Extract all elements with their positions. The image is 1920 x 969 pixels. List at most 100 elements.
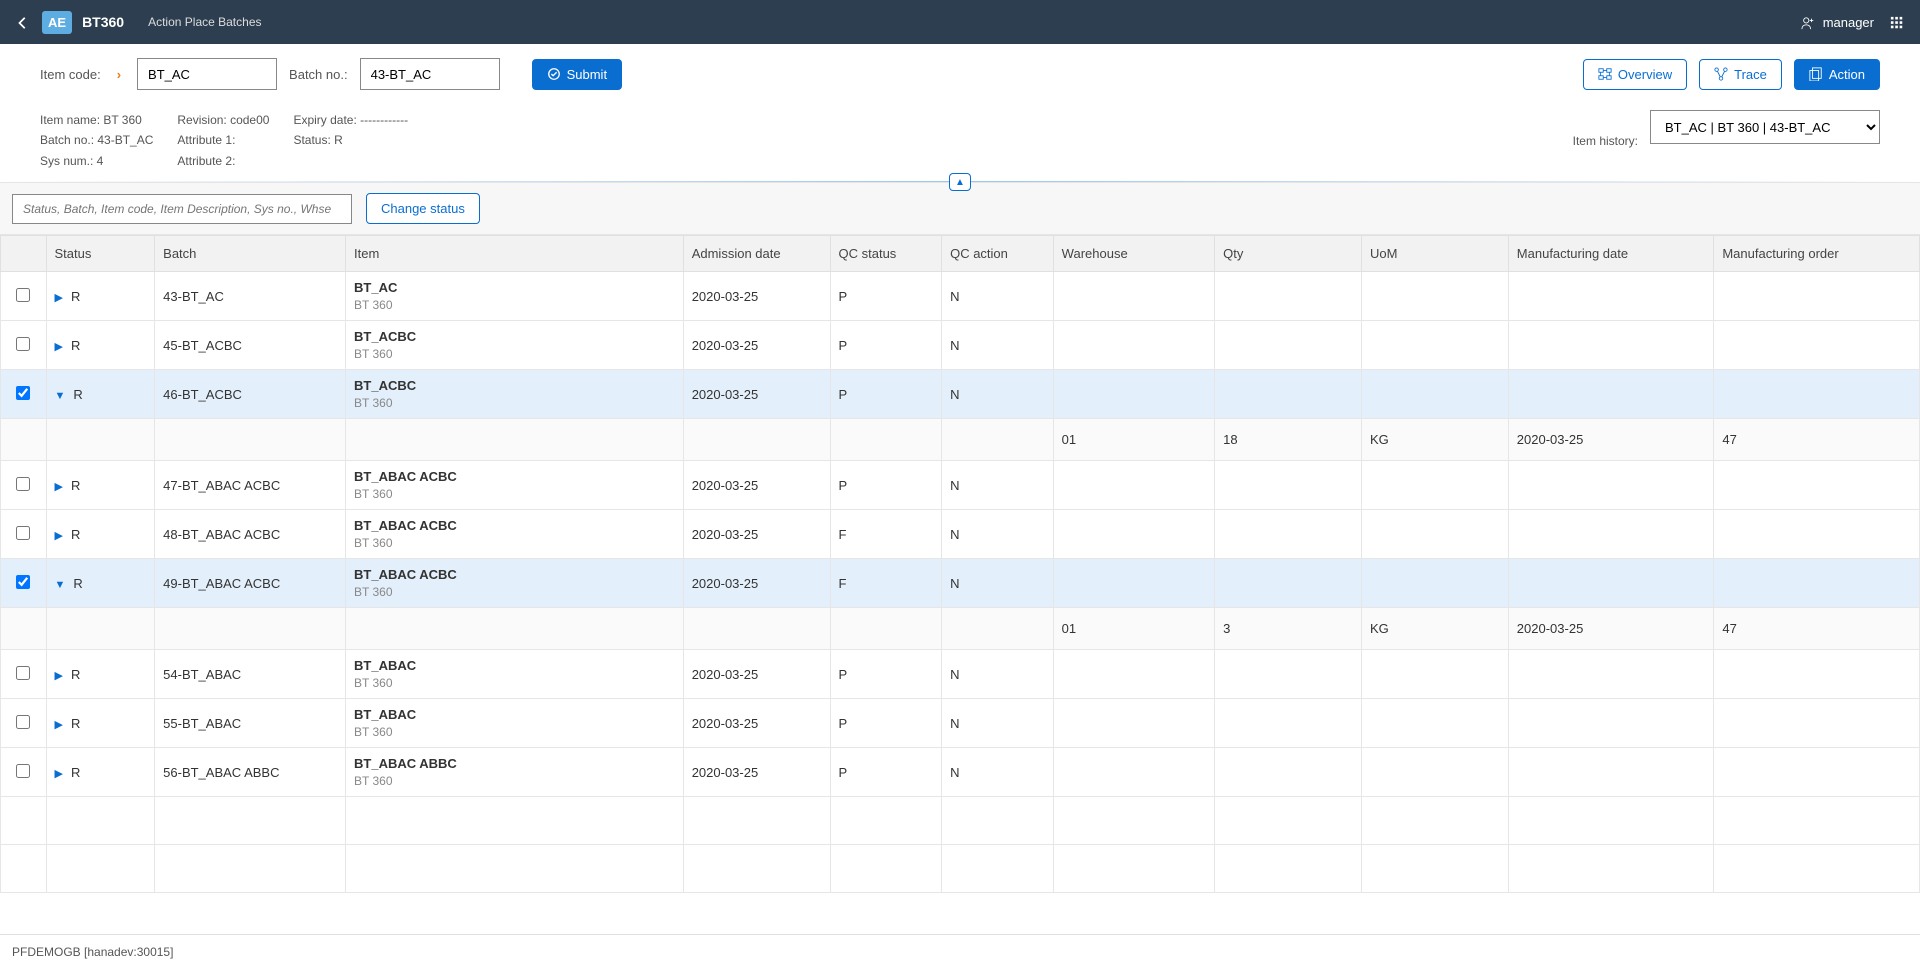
back-icon[interactable] (16, 14, 30, 30)
table-row-empty (1, 797, 1920, 845)
info-item-name: Item name: BT 360 (40, 110, 153, 130)
row-checkbox[interactable] (16, 386, 30, 400)
qc-action: N (942, 370, 1054, 419)
detail-mdate: 2020-03-25 (1508, 419, 1714, 461)
item-name: BT 360 (354, 585, 675, 599)
info-bar: Item name: BT 360 Batch no.: 43-BT_AC Sy… (0, 104, 1920, 181)
topbar: AE BT360 Action Place Batches manager (0, 0, 1920, 44)
footer-status: PFDEMOGB [hanadev:30015] (0, 934, 1920, 969)
item-code: BT_ABAC ACBC (354, 567, 675, 582)
detail-mdate: 2020-03-25 (1508, 608, 1714, 650)
qc-action: N (942, 748, 1054, 797)
row-checkbox[interactable] (16, 666, 30, 680)
status-value: R (73, 576, 82, 591)
info-sys-num: Sys num.: 4 (40, 151, 153, 171)
row-checkbox[interactable] (16, 526, 30, 540)
row-checkbox[interactable] (16, 715, 30, 729)
detail-warehouse: 01 (1053, 419, 1215, 461)
col-qca[interactable]: QC action (942, 236, 1054, 272)
row-checkbox[interactable] (16, 337, 30, 351)
trace-button[interactable]: Trace (1699, 59, 1782, 90)
submit-button[interactable]: Submit (532, 59, 622, 90)
item-name: BT 360 (354, 298, 675, 312)
row-checkbox[interactable] (16, 764, 30, 778)
info-attr1: Attribute 1: (177, 130, 269, 150)
item-name: BT 360 (354, 676, 675, 690)
status-value: R (71, 289, 80, 304)
admission-date: 2020-03-25 (683, 650, 830, 699)
user-name[interactable]: manager (1823, 15, 1874, 30)
batch-value: 47-BT_ABAC ACBC (155, 461, 346, 510)
col-item[interactable]: Item (346, 236, 684, 272)
batch-no-label: Batch no.: (289, 67, 348, 82)
batch-value: 48-BT_ABAC ACBC (155, 510, 346, 559)
detail-uom: KG (1361, 419, 1508, 461)
row-checkbox[interactable] (16, 477, 30, 491)
expand-icon[interactable]: ▼ (55, 579, 66, 591)
expand-icon[interactable]: ▼ (55, 390, 66, 402)
collapse-toggle[interactable]: ▲ (949, 173, 971, 191)
table-row[interactable]: ▶R54-BT_ABACBT_ABACBT 3602020-03-25PN (1, 650, 1920, 699)
expand-icon[interactable]: ▶ (55, 480, 63, 493)
batch-value: 45-BT_ACBC (155, 321, 346, 370)
table-row[interactable]: ▶R48-BT_ABAC ACBCBT_ABAC ACBCBT 3602020-… (1, 510, 1920, 559)
expand-icon[interactable]: ▶ (55, 669, 63, 682)
info-revision: Revision: code00 (177, 110, 269, 130)
history-label: Item history: (1573, 134, 1638, 148)
admission-date: 2020-03-25 (683, 272, 830, 321)
apps-icon[interactable] (1890, 14, 1904, 30)
item-name: BT 360 (354, 536, 675, 550)
table-row[interactable]: ▶R47-BT_ABAC ACBCBT_ABAC ACBCBT 3602020-… (1, 461, 1920, 510)
action-button[interactable]: Action (1794, 59, 1880, 90)
item-code: BT_ACBC (354, 329, 675, 344)
col-batch[interactable]: Batch (155, 236, 346, 272)
table-row[interactable]: ▶R43-BT_ACBT_ACBT 3602020-03-25PN (1, 272, 1920, 321)
item-code-input[interactable] (137, 58, 277, 90)
item-code: BT_AC (354, 280, 675, 295)
item-name: BT 360 (354, 725, 675, 739)
table-row[interactable]: ▼R49-BT_ABAC ACBCBT_ABAC ACBCBT 3602020-… (1, 559, 1920, 608)
qc-action: N (942, 321, 1054, 370)
col-uom[interactable]: UoM (1361, 236, 1508, 272)
col-status[interactable]: Status (46, 236, 155, 272)
page-subtitle: Action Place Batches (148, 15, 261, 29)
expand-icon[interactable]: ▶ (55, 767, 63, 780)
history-select[interactable]: BT_AC | BT 360 | 43-BT_AC (1650, 110, 1880, 144)
col-qty[interactable]: Qty (1215, 236, 1362, 272)
qc-status: F (830, 510, 942, 559)
detail-qty: 3 (1215, 608, 1362, 650)
row-checkbox[interactable] (16, 575, 30, 589)
expand-icon[interactable]: ▶ (55, 291, 63, 304)
col-qcs[interactable]: QC status (830, 236, 942, 272)
col-morder[interactable]: Manufacturing order (1714, 236, 1920, 272)
expand-icon[interactable]: ▶ (55, 529, 63, 542)
batch-no-input[interactable] (360, 58, 500, 90)
col-mdate[interactable]: Manufacturing date (1508, 236, 1714, 272)
search-input[interactable] (12, 194, 352, 224)
status-value: R (71, 527, 80, 542)
item-name: BT 360 (354, 774, 675, 788)
qc-status: P (830, 748, 942, 797)
detail-qty: 18 (1215, 419, 1362, 461)
col-adm[interactable]: Admission date (683, 236, 830, 272)
admission-date: 2020-03-25 (683, 559, 830, 608)
table-row[interactable]: ▶R45-BT_ACBCBT_ACBCBT 3602020-03-25PN (1, 321, 1920, 370)
batch-value: 54-BT_ABAC (155, 650, 346, 699)
table-row[interactable]: ▼R46-BT_ACBCBT_ACBCBT 3602020-03-25PN (1, 370, 1920, 419)
expand-icon[interactable]: ▶ (55, 718, 63, 731)
row-checkbox[interactable] (16, 288, 30, 302)
batch-value: 43-BT_AC (155, 272, 346, 321)
change-status-button[interactable]: Change status (366, 193, 480, 224)
overview-button[interactable]: Overview (1583, 59, 1687, 90)
expand-icon[interactable]: ▶ (55, 340, 63, 353)
app-title: BT360 (82, 14, 124, 30)
table-row[interactable]: ▶R56-BT_ABAC ABBCBT_ABAC ABBCBT 3602020-… (1, 748, 1920, 797)
submit-label: Submit (567, 67, 607, 82)
admission-date: 2020-03-25 (683, 510, 830, 559)
qc-action: N (942, 510, 1054, 559)
item-name: BT 360 (354, 347, 675, 361)
lookup-icon[interactable]: › (117, 67, 121, 82)
batches-table: Status Batch Item Admission date QC stat… (0, 235, 1920, 893)
col-whse[interactable]: Warehouse (1053, 236, 1215, 272)
table-row[interactable]: ▶R55-BT_ABACBT_ABACBT 3602020-03-25PN (1, 699, 1920, 748)
